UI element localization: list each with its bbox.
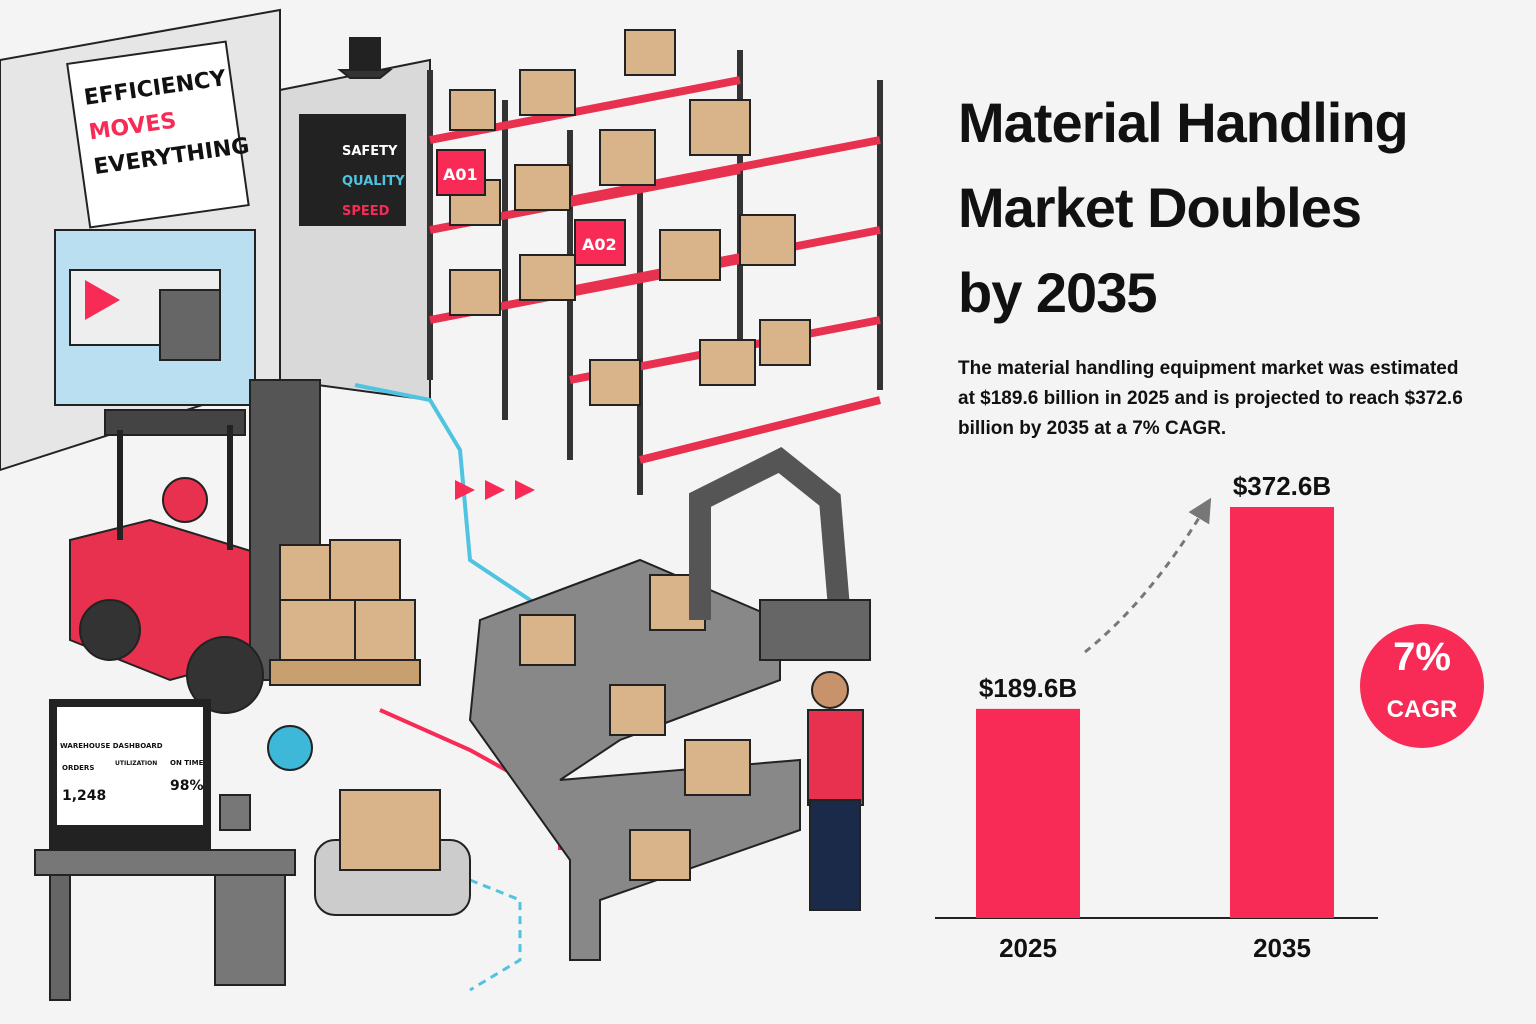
- x-tick-label: 2025: [999, 933, 1057, 963]
- illustration: [0, 8, 883, 1001]
- dashboard-title: WAREHOUSE DASHBOARD: [60, 742, 163, 750]
- rack-label: A01: [443, 165, 478, 184]
- value-label: $189.6B: [979, 673, 1077, 703]
- value-label: $372.6B: [1233, 471, 1331, 501]
- board-text: SPEED: [342, 204, 390, 219]
- x-tick-label: 2035: [1253, 933, 1311, 963]
- dashboard-value: 1,248: [62, 788, 106, 804]
- bar: [1230, 507, 1334, 918]
- growth-arrow: [1084, 497, 1212, 654]
- cagr-label: CAGR: [1387, 696, 1458, 723]
- cagr-badge: [1360, 624, 1484, 748]
- cagr-value: 7%: [1393, 635, 1451, 679]
- chart: 7% CAGR $189.6B 2025 $372.6B 2035: [935, 471, 1484, 963]
- bar: [976, 708, 1080, 918]
- dashboard-label: ON TIME: [170, 759, 204, 767]
- rack-label: A02: [582, 235, 617, 254]
- dashboard-value: 98%: [170, 778, 204, 794]
- chart-title: Material Handling Market Doubles by 2035: [958, 91, 1409, 324]
- dashboard-label: ORDERS: [62, 764, 94, 772]
- board-text: SAFETY: [342, 144, 398, 159]
- chart-subtitle: The material handling equipment market w…: [958, 358, 1463, 439]
- board-text: QUALITY: [342, 174, 405, 189]
- dashboard-label: UTILIZATION: [115, 760, 157, 767]
